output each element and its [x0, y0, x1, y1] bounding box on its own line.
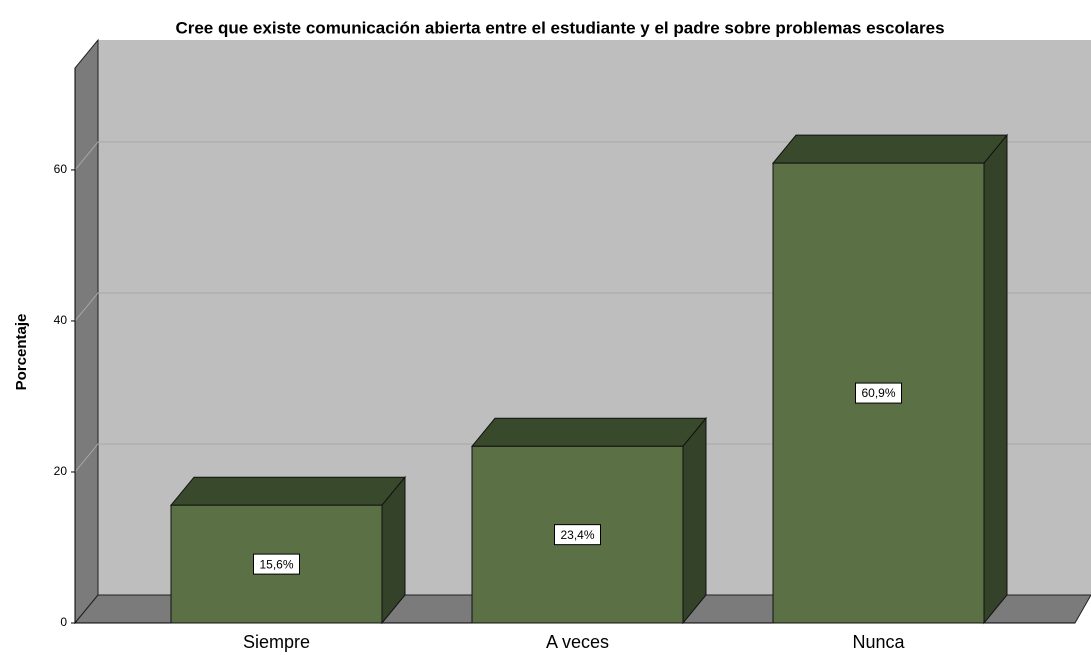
y-tick-label: 0 [60, 615, 67, 629]
bar-top [771, 134, 1009, 164]
x-tick-label: A veces [546, 632, 609, 652]
bar-side [682, 416, 707, 625]
value-label: 15,6% [259, 557, 293, 571]
bar-side [983, 133, 1008, 625]
y-tick-label: 20 [54, 464, 68, 478]
value-label-box [554, 524, 601, 546]
x-tick-label: Siempre [243, 632, 310, 652]
value-label-box [253, 553, 300, 575]
value-label: 23,4% [560, 528, 594, 542]
y-tick-label: 40 [54, 313, 68, 327]
bar-top [470, 417, 708, 447]
grid-line [74, 141, 1091, 171]
value-label-box [855, 382, 902, 404]
chart-title: Cree que existe comunicación abierta ent… [175, 18, 944, 37]
y-tick-label: 60 [54, 162, 68, 176]
value-label: 60,9% [861, 386, 895, 400]
side-wall [74, 38, 99, 625]
bar-top [169, 476, 407, 506]
y-axis-label: Porcentaje [13, 314, 30, 391]
x-tick-label: Nunca [852, 632, 905, 652]
grid-line [74, 443, 1091, 473]
grid-line [74, 292, 1091, 322]
